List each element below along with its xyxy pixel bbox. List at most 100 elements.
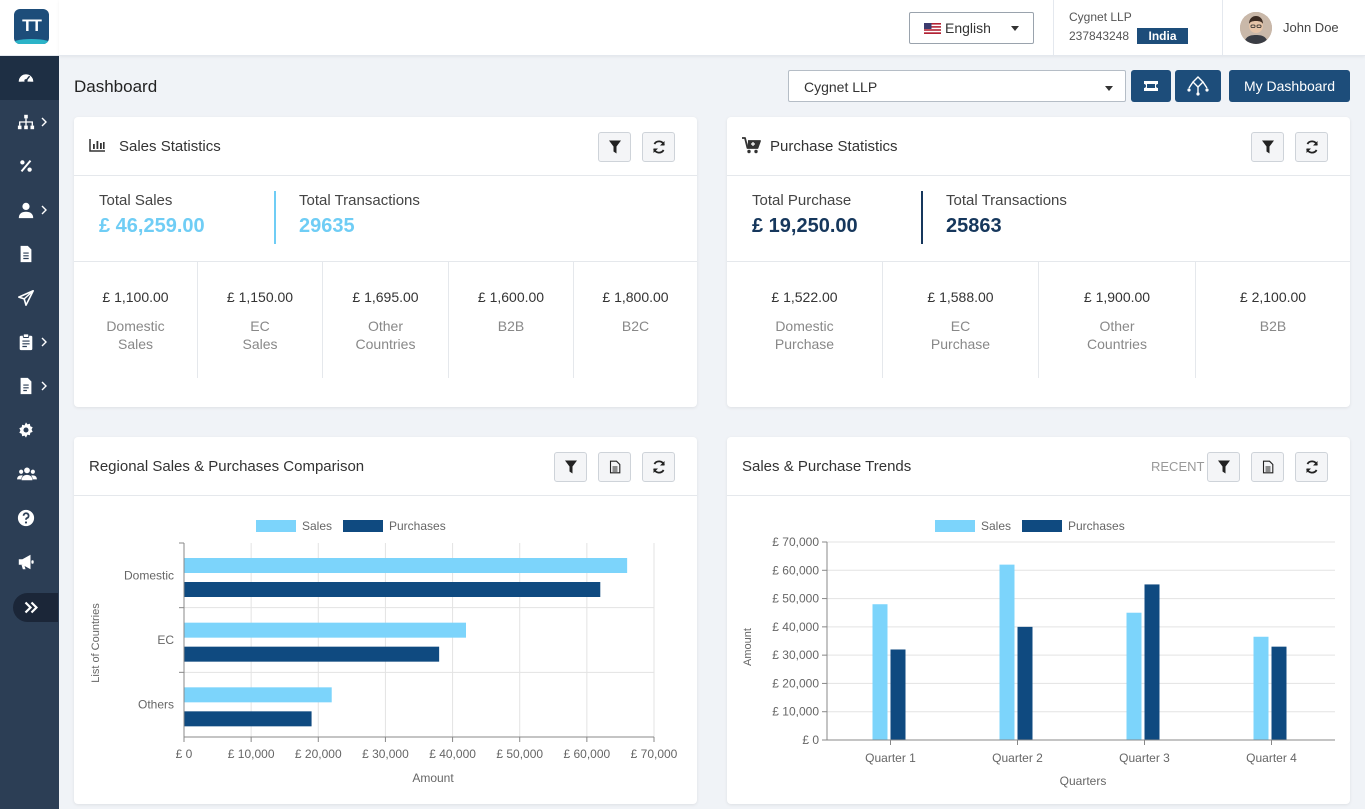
file-icon bbox=[1262, 460, 1273, 474]
bar-purchases-domestic bbox=[184, 582, 601, 597]
y-tick-label: £ 0 bbox=[802, 733, 819, 747]
filter-button[interactable] bbox=[1207, 452, 1240, 482]
card-header: Purchase Statistics bbox=[727, 117, 1350, 176]
x-tick-label: £ 70,000 bbox=[631, 747, 678, 761]
bar-purchases-quarter-4 bbox=[1271, 646, 1287, 740]
x-axis-title: Quarters bbox=[1060, 774, 1107, 788]
total-transactions-value: 29635 bbox=[299, 215, 355, 237]
total-transactions-label: Total Transactions bbox=[946, 192, 1067, 209]
y-tick-label: £ 70,000 bbox=[772, 535, 819, 549]
sidebar-item-announcements[interactable] bbox=[0, 540, 59, 584]
caret-down-icon bbox=[1105, 86, 1113, 91]
workflow-icon bbox=[1187, 76, 1209, 96]
workflow-button[interactable] bbox=[1175, 70, 1221, 102]
sidebar-item-tasks[interactable] bbox=[0, 320, 59, 364]
sidebar-item-submissions[interactable] bbox=[0, 276, 59, 320]
avatar[interactable] bbox=[1240, 12, 1272, 44]
refresh-button[interactable] bbox=[642, 452, 675, 482]
export-button[interactable] bbox=[598, 452, 631, 482]
trends-bar-chart: Sales Purchases £ 0 £ 10,000 £ 20,000 £ 30,00… bbox=[742, 519, 1335, 788]
x-tick-label: £ 30,000 bbox=[362, 747, 409, 761]
cell-label: B2B bbox=[1259, 318, 1287, 334]
sidebar-item-user[interactable] bbox=[0, 188, 59, 232]
megaphone-icon bbox=[18, 554, 34, 570]
legend-label-purchases: Purchases bbox=[1068, 519, 1125, 533]
caret-down-icon bbox=[1011, 26, 1019, 31]
refresh-button[interactable] bbox=[1295, 452, 1328, 482]
legend-swatch-purchases bbox=[343, 520, 383, 532]
chevron-right-icon bbox=[41, 117, 47, 127]
ticket-button[interactable] bbox=[1131, 70, 1171, 102]
sales-cell-b2b: £ 1,600.00 B2B bbox=[449, 262, 573, 378]
card-title: Sales Statistics bbox=[119, 138, 221, 155]
company-id: 237843248 bbox=[1069, 29, 1130, 43]
bar-purchases-quarter-2 bbox=[1017, 626, 1033, 740]
company-select[interactable]: Cygnet LLP bbox=[788, 70, 1126, 102]
page-title: Dashboard bbox=[74, 77, 158, 96]
users-icon bbox=[17, 467, 37, 481]
x-tick-label: £ 60,000 bbox=[563, 747, 610, 761]
cell-amount: £ 1,800.00 bbox=[602, 289, 669, 305]
app-logo[interactable]: TT bbox=[14, 9, 49, 44]
refresh-icon bbox=[1305, 460, 1318, 474]
divider bbox=[74, 261, 697, 262]
x-tick-label: £ 0 bbox=[176, 747, 193, 761]
recent-label[interactable]: RECENT bbox=[1151, 459, 1205, 474]
ticket-icon bbox=[1144, 81, 1158, 91]
sidebar-item-team[interactable] bbox=[0, 452, 59, 496]
sidebar-item-reports[interactable] bbox=[0, 364, 59, 408]
sidebar-item-organization[interactable] bbox=[0, 100, 59, 144]
filter-icon bbox=[1217, 460, 1230, 474]
bar-sales-quarter-2 bbox=[999, 564, 1015, 740]
x-axis-title: Amount bbox=[412, 771, 454, 785]
cell-amount: £ 1,600.00 bbox=[477, 289, 545, 305]
sidebar-item-help[interactable] bbox=[0, 496, 59, 540]
document-icon bbox=[20, 245, 32, 263]
sidebar-item-dashboard[interactable] bbox=[0, 56, 59, 100]
country-badge: India bbox=[1137, 28, 1188, 44]
y-tick-label: £ 40,000 bbox=[772, 620, 819, 634]
bar-purchases-ec bbox=[184, 646, 440, 662]
sidebar-item-tax[interactable] bbox=[0, 144, 59, 188]
legend-swatch-sales bbox=[256, 520, 296, 532]
filter-button[interactable] bbox=[598, 132, 631, 162]
language-select[interactable]: English bbox=[909, 12, 1034, 44]
language-label: English bbox=[945, 20, 991, 36]
sidebar-item-settings[interactable] bbox=[0, 408, 59, 452]
cell-label: Other Countries bbox=[355, 318, 416, 352]
refresh-button[interactable] bbox=[642, 132, 675, 162]
export-button[interactable] bbox=[1251, 452, 1284, 482]
cell-label: B2C bbox=[621, 318, 650, 334]
y-tick-label: £ 30,000 bbox=[772, 648, 819, 662]
divider bbox=[1222, 0, 1223, 56]
help-icon bbox=[17, 509, 35, 527]
bar-sales-domestic bbox=[184, 558, 628, 573]
trends-card: Sales & Purchase Trends RECENT Sales Purc… bbox=[727, 437, 1350, 804]
total-purchase-label: Total Purchase bbox=[752, 192, 852, 209]
chevron-right-icon bbox=[41, 381, 47, 391]
y-axis-title: Amount bbox=[742, 628, 754, 666]
refresh-icon bbox=[1305, 140, 1318, 154]
cell-label: B2B bbox=[497, 318, 525, 334]
filter-button[interactable] bbox=[1251, 132, 1284, 162]
y-tick-label: EC bbox=[157, 633, 174, 647]
purchase-cell-other-countries: £ 1,900.00 Other Countries bbox=[1039, 262, 1195, 378]
user-name[interactable]: John Doe bbox=[1283, 20, 1339, 35]
my-dashboard-button[interactable]: My Dashboard bbox=[1229, 70, 1350, 102]
percent-icon bbox=[20, 159, 32, 173]
refresh-icon bbox=[652, 460, 665, 474]
cell-amount: £ 1,900.00 bbox=[1083, 289, 1151, 305]
user-photo-icon bbox=[1240, 12, 1272, 44]
settings-icon bbox=[19, 422, 33, 438]
sales-cell-ec: £ 1,150.00 EC Sales bbox=[198, 262, 322, 378]
cell-amount: £ 2,100.00 bbox=[1239, 289, 1307, 305]
sidebar-item-documents[interactable] bbox=[0, 232, 59, 276]
refresh-button[interactable] bbox=[1295, 132, 1328, 162]
bar-sales-quarter-4 bbox=[1253, 636, 1269, 740]
sidebar-expand-button[interactable] bbox=[13, 593, 58, 622]
filter-button[interactable] bbox=[554, 452, 587, 482]
y-tick-label: £ 50,000 bbox=[772, 592, 819, 606]
regional-comparison-card: Regional Sales & Purchases Comparison Sa… bbox=[74, 437, 697, 804]
sales-cell-other-countries: £ 1,695.00 Other Countries bbox=[323, 262, 448, 378]
x-tick-label: Quarter 4 bbox=[1246, 751, 1297, 765]
